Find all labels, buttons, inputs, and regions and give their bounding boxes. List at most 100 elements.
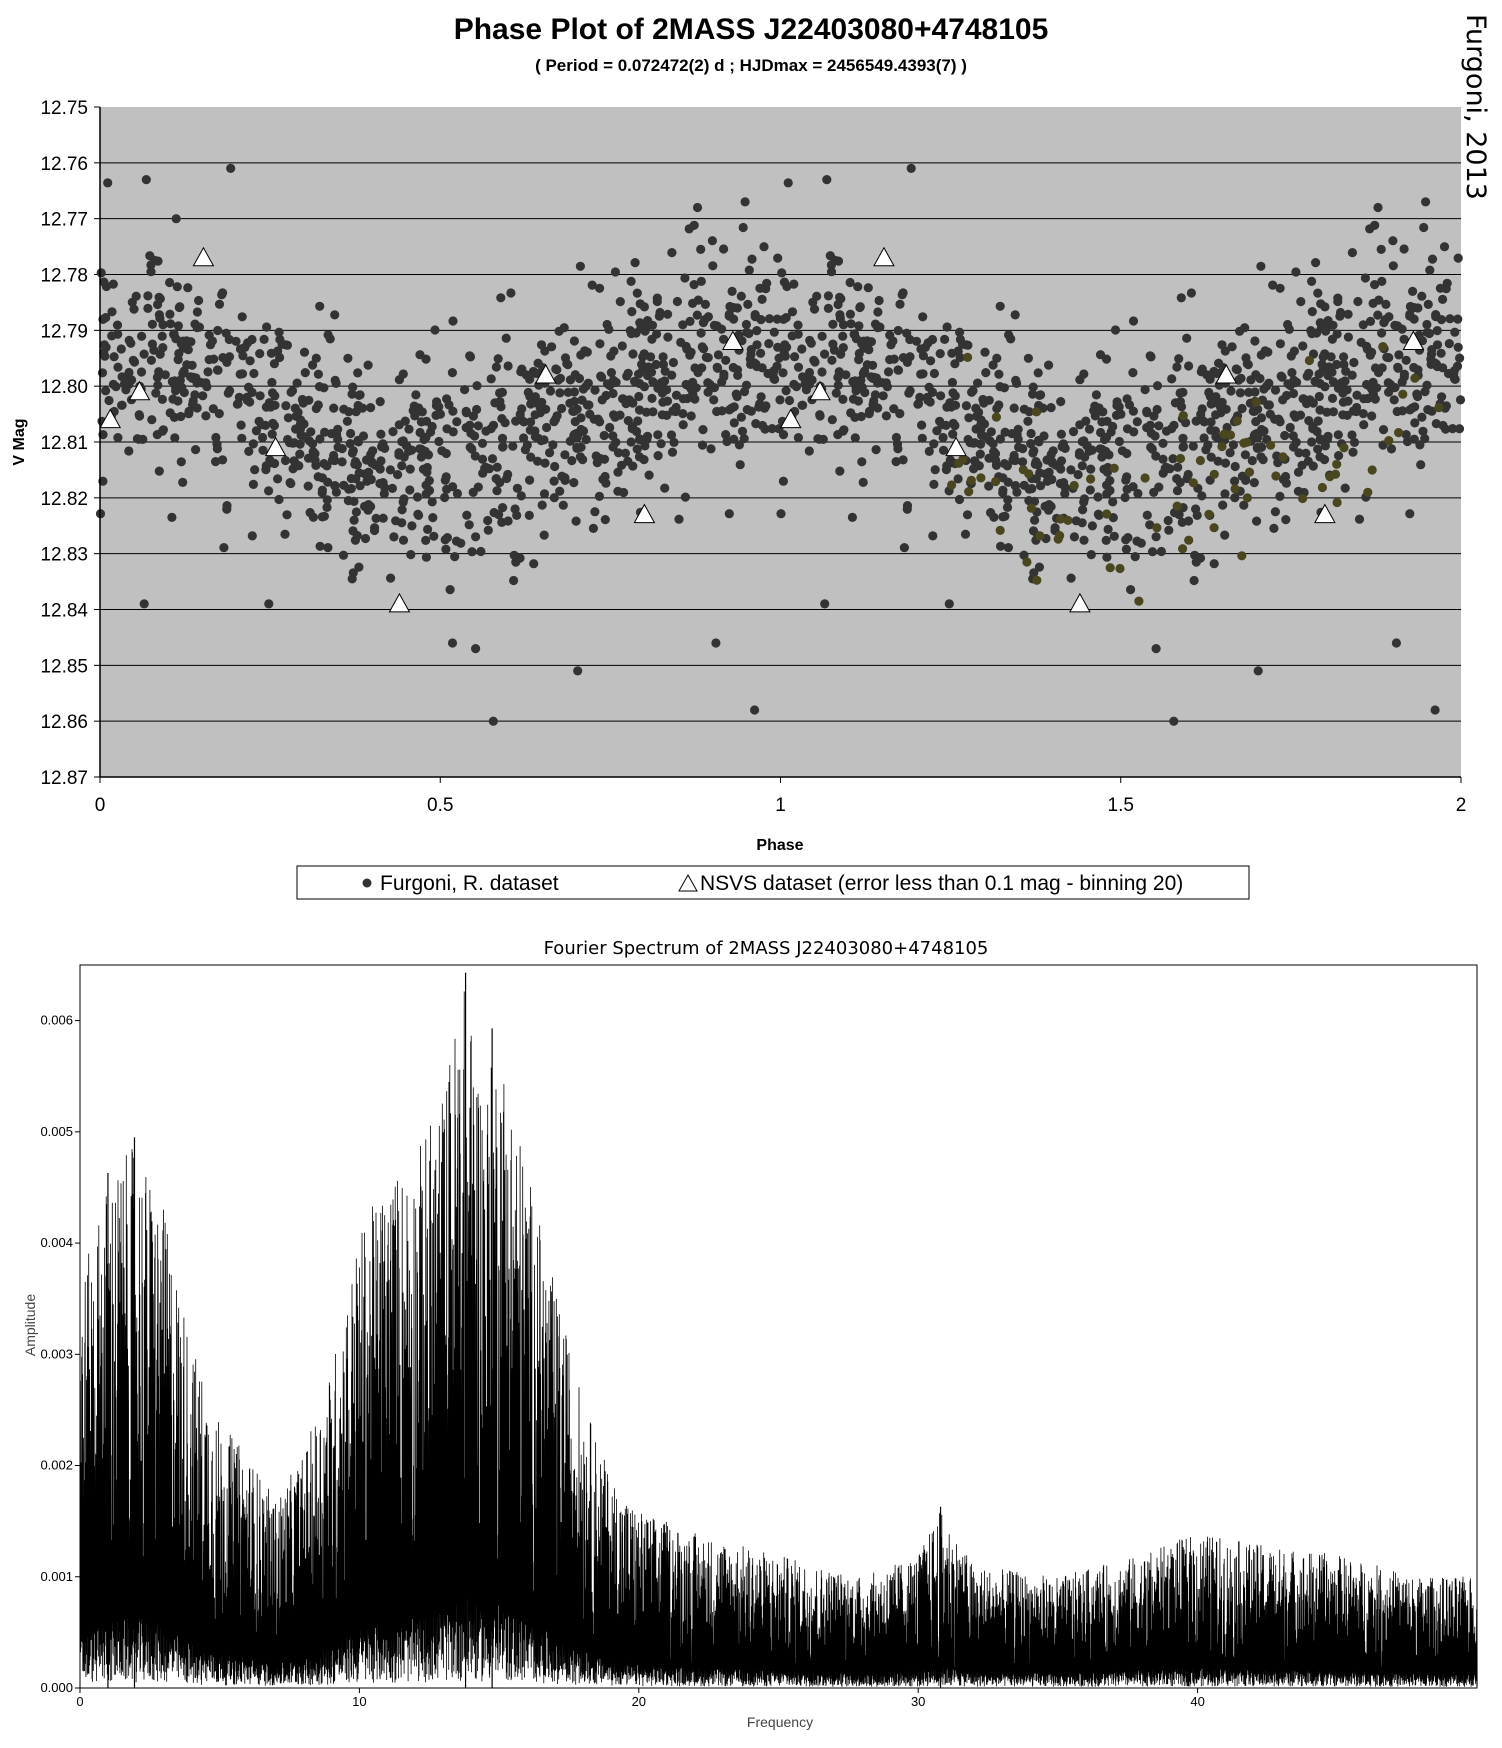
data-point (780, 340, 790, 350)
data-point (620, 448, 631, 458)
data-point (633, 416, 643, 426)
data-point (981, 432, 991, 442)
data-point (394, 375, 404, 385)
data-point (503, 469, 513, 480)
data-point (738, 222, 748, 233)
data-point (250, 465, 260, 475)
data-point (613, 486, 623, 496)
data-point (1116, 409, 1126, 419)
data-point (967, 387, 977, 397)
data-point (1332, 359, 1342, 370)
data-point (581, 381, 591, 391)
data-point (1269, 523, 1279, 534)
data-point (487, 454, 498, 464)
nsvs-point (388, 592, 411, 613)
data-point (1069, 532, 1079, 542)
data-point (643, 362, 654, 372)
data-point (445, 585, 455, 595)
data-point (1338, 397, 1348, 407)
data-point (385, 465, 395, 475)
data-point (883, 367, 894, 377)
data-point (719, 334, 729, 344)
data-point (1338, 384, 1348, 394)
data-point (100, 351, 110, 361)
data-point (605, 422, 615, 433)
data-point (343, 353, 353, 363)
data-point (1316, 323, 1326, 333)
data-point (429, 531, 439, 541)
data-point (465, 352, 476, 362)
data-point (1002, 502, 1013, 512)
data-point (820, 349, 830, 359)
data-point (261, 461, 271, 471)
data-point (774, 353, 784, 363)
data-point (405, 464, 415, 474)
data-point (713, 350, 724, 360)
data-point (857, 457, 867, 467)
data-point (542, 422, 552, 433)
data-point (495, 388, 505, 398)
legend-label-furgoni: Furgoni, R. dataset (380, 872, 559, 895)
data-point (1423, 299, 1433, 309)
data-point (1408, 286, 1418, 296)
data-point (955, 352, 965, 363)
data-point (1225, 430, 1236, 440)
data-point (1000, 427, 1010, 437)
data-point (391, 516, 401, 526)
data-point (477, 438, 488, 448)
data-point (1275, 417, 1285, 427)
data-point (371, 513, 381, 524)
data-point (1442, 278, 1452, 288)
data-point (1339, 443, 1349, 453)
x-tick-label: 10 (352, 1694, 366, 1709)
data-point (686, 411, 696, 421)
data-point (1307, 437, 1317, 447)
data-point (531, 368, 541, 378)
data-point (410, 411, 420, 421)
data-point (954, 458, 964, 468)
data-point (863, 283, 873, 293)
nsvs-point (534, 363, 557, 384)
data-point (1035, 390, 1045, 400)
data-point (1172, 474, 1182, 484)
data-point (1026, 503, 1036, 513)
x-tick-label: 1.5 (1108, 795, 1134, 816)
data-point (1147, 547, 1158, 557)
data-point (165, 319, 176, 329)
data-point (214, 409, 224, 419)
data-point (308, 439, 318, 449)
data-point (1230, 461, 1240, 472)
data-point (448, 406, 458, 416)
data-point (608, 388, 618, 399)
data-point (672, 296, 683, 307)
data-point (1430, 705, 1440, 715)
data-point (727, 286, 737, 296)
data-point (1114, 402, 1124, 412)
data-point (1445, 314, 1455, 324)
data-point (707, 236, 718, 246)
data-point (769, 327, 779, 337)
data-point (317, 485, 327, 495)
nsvs-point (945, 436, 967, 457)
data-point (575, 261, 586, 271)
data-point (1028, 448, 1038, 458)
data-point (850, 412, 860, 422)
data-point (639, 302, 650, 312)
data-point (1109, 463, 1119, 473)
data-point (895, 299, 905, 309)
data-point (945, 398, 955, 408)
data-point (1332, 459, 1342, 469)
data-point (1028, 389, 1038, 399)
data-point (705, 379, 715, 390)
nsvs-point (264, 436, 287, 457)
data-point (1370, 280, 1380, 290)
fourier-plot: Fourier Spectrum of 2MASS J22403080+4748… (22, 938, 1478, 1730)
data-point (964, 413, 974, 423)
data-point (378, 513, 388, 523)
data-point (1307, 307, 1317, 317)
data-point (1178, 441, 1189, 452)
y-tick-label: 0.006 (40, 1013, 73, 1028)
data-point (617, 460, 627, 470)
data-point (494, 509, 504, 520)
data-point (353, 368, 363, 378)
